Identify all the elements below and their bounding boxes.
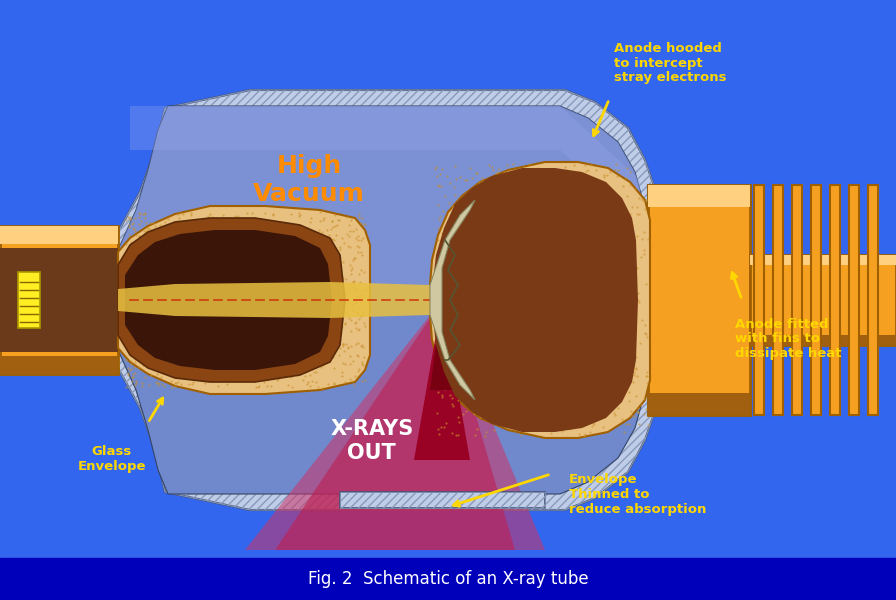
Bar xyxy=(750,255,896,265)
Bar xyxy=(0,226,118,374)
Text: X-RAYS
OUT: X-RAYS OUT xyxy=(331,419,413,463)
Polygon shape xyxy=(118,206,370,394)
Polygon shape xyxy=(340,492,545,508)
Polygon shape xyxy=(125,230,332,370)
Bar xyxy=(750,335,896,345)
Bar xyxy=(0,226,118,244)
Polygon shape xyxy=(118,282,430,318)
Bar xyxy=(792,185,802,415)
Bar xyxy=(773,185,783,415)
Bar xyxy=(648,185,750,415)
Polygon shape xyxy=(130,106,640,220)
Polygon shape xyxy=(648,185,750,230)
Bar xyxy=(750,255,896,345)
Polygon shape xyxy=(648,370,680,415)
Polygon shape xyxy=(430,300,454,390)
Polygon shape xyxy=(414,300,470,460)
Bar xyxy=(0,558,896,600)
Bar xyxy=(0,248,118,352)
Bar xyxy=(849,185,859,415)
Polygon shape xyxy=(648,185,680,230)
Text: Glass
Envelope: Glass Envelope xyxy=(78,445,146,473)
Bar xyxy=(754,185,764,415)
Polygon shape xyxy=(430,200,475,400)
Bar xyxy=(0,356,118,374)
Polygon shape xyxy=(430,162,650,438)
Text: Fig. 2  Schematic of an X-ray tube: Fig. 2 Schematic of an X-ray tube xyxy=(307,570,589,588)
Bar xyxy=(648,185,750,207)
Polygon shape xyxy=(118,106,648,494)
Bar xyxy=(830,185,840,415)
Polygon shape xyxy=(118,90,662,510)
Text: Envelope
Thinned to
reduce absorption: Envelope Thinned to reduce absorption xyxy=(569,473,706,517)
Bar xyxy=(811,185,821,415)
Polygon shape xyxy=(275,300,515,550)
Bar xyxy=(648,393,750,415)
Polygon shape xyxy=(118,218,345,382)
Text: Anode hooded
to intercept
stray electrons: Anode hooded to intercept stray electron… xyxy=(614,41,727,85)
Polygon shape xyxy=(648,370,750,415)
Text: Anode fitted
with fins to
dissipate heat: Anode fitted with fins to dissipate heat xyxy=(735,317,841,361)
Bar xyxy=(868,185,878,415)
Polygon shape xyxy=(245,300,545,550)
Bar xyxy=(18,272,40,328)
Text: High
Vacuum: High Vacuum xyxy=(254,154,365,206)
Polygon shape xyxy=(118,106,648,300)
Polygon shape xyxy=(432,168,638,432)
